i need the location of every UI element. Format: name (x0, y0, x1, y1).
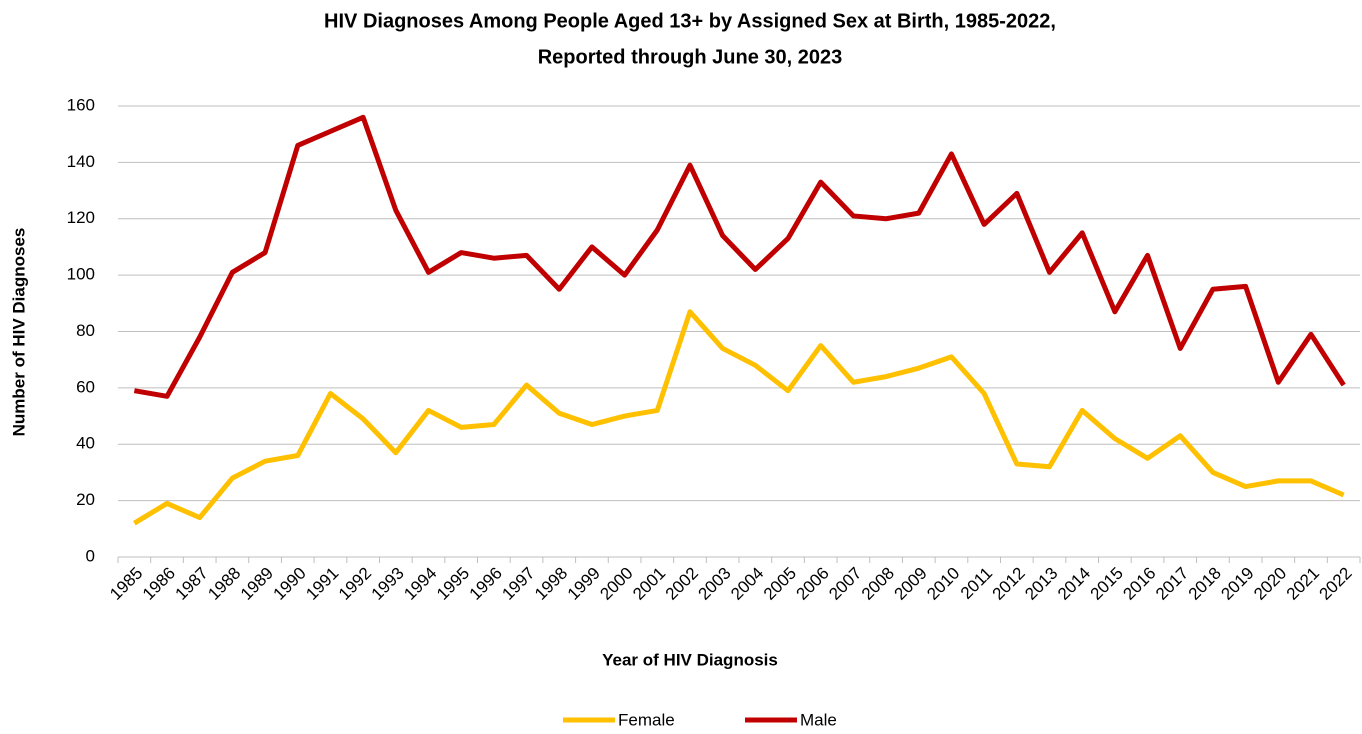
x-tick-label: 2000 (596, 564, 636, 604)
chart-title: HIV Diagnoses Among People Aged 13+ by A… (324, 10, 1056, 32)
x-tick-label: 1989 (237, 564, 277, 604)
legend-label: Female (618, 710, 675, 729)
y-tick-label: 0 (86, 546, 95, 565)
x-tick-label: 2005 (760, 564, 800, 604)
chart-title: Reported through June 30, 2023 (538, 46, 843, 68)
x-tick-label: 1997 (498, 564, 538, 604)
x-tick-label: 2021 (1283, 564, 1323, 604)
y-tick-label: 140 (67, 152, 95, 171)
x-tick-label: 2014 (1054, 564, 1094, 604)
x-tick-label: 2009 (891, 564, 931, 604)
x-tick-label: 1985 (106, 564, 146, 604)
x-tick-label: 2019 (1217, 564, 1257, 604)
x-tick-label: 2001 (629, 564, 669, 604)
y-tick-label: 60 (76, 377, 95, 396)
y-tick-label: 40 (76, 434, 95, 453)
x-tick-label: 2006 (793, 564, 833, 604)
x-tick-label: 1992 (335, 564, 375, 604)
x-tick-label: 1991 (302, 564, 342, 604)
x-tick-label: 2018 (1185, 564, 1225, 604)
y-axis-title: Number of HIV Diagnoses (9, 228, 28, 437)
x-tick-label: 2017 (1152, 564, 1192, 604)
x-tick-label: 1993 (368, 564, 408, 604)
x-tick-label: 1986 (139, 564, 179, 604)
y-tick-label: 160 (67, 95, 95, 114)
x-tick-label: 2016 (1119, 564, 1159, 604)
x-tick-label: 2007 (825, 564, 865, 604)
y-tick-label: 80 (76, 321, 95, 340)
x-tick-label: 2020 (1250, 564, 1290, 604)
legend-label: Male (800, 710, 837, 729)
x-tick-label: 1987 (172, 564, 212, 604)
y-tick-label: 100 (67, 265, 95, 284)
line-series (133, 309, 1345, 526)
y-tick-label: 20 (76, 490, 95, 509)
x-axis-title: Year of HIV Diagnosis (602, 650, 778, 669)
x-tick-label: 2002 (662, 564, 702, 604)
y-tick-label: 120 (67, 208, 95, 227)
x-tick-label: 2010 (923, 564, 963, 604)
x-tick-label: 1990 (270, 564, 310, 604)
x-tick-label: 2013 (1021, 564, 1061, 604)
x-tick-label: 1996 (466, 564, 506, 604)
x-tick-label: 1995 (433, 564, 473, 604)
x-tick-label: 1994 (400, 564, 440, 604)
x-tick-label: 1988 (204, 564, 244, 604)
x-tick-label: 2012 (989, 564, 1029, 604)
line-series (133, 114, 1346, 399)
x-tick-label: 2011 (957, 564, 996, 603)
x-tick-label: 1999 (564, 564, 604, 604)
x-tick-label: 2008 (858, 564, 898, 604)
x-tick-label: 2015 (1087, 564, 1127, 604)
x-tick-label: 2022 (1315, 564, 1355, 604)
x-tick-label: 2003 (694, 564, 734, 604)
x-tick-label: 2004 (727, 564, 767, 604)
x-tick-label: 1998 (531, 564, 571, 604)
